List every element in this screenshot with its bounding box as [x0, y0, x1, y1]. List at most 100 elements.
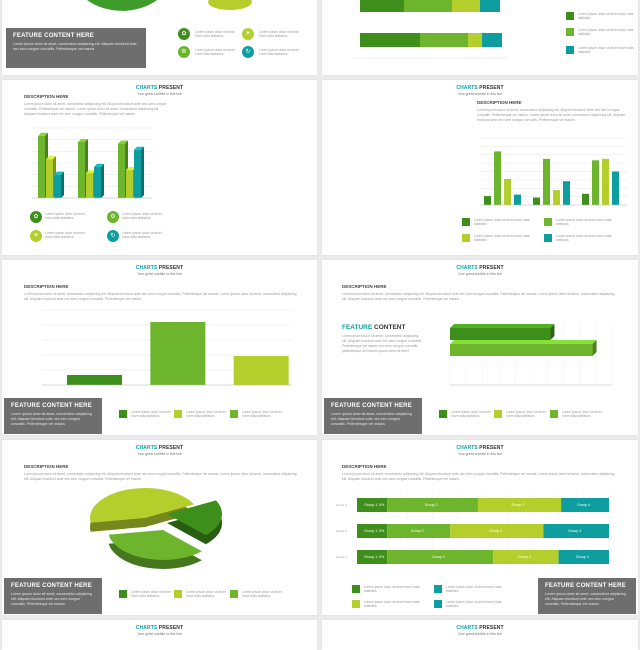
description-text: Lorem ipsum dolor sit amet, consectetur …	[477, 108, 626, 122]
slide-subtitle: Your great subtitle in this line	[137, 452, 182, 456]
column-bar	[582, 193, 589, 205]
chart-3d-columns	[32, 127, 152, 199]
column-bar-side	[61, 171, 64, 198]
legend-text: Lorem ipsum dolor sit amet more data sta…	[195, 48, 235, 57]
legend-item: Lorem ipsum dolor sit amet more data sta…	[462, 218, 532, 230]
gear-icon: ⚙	[107, 211, 119, 223]
stacked-segment	[561, 498, 609, 512]
legend-item: Lorem ipsum dolor sit amet more data sta…	[352, 600, 422, 612]
horizontal-bar-side	[592, 340, 597, 356]
slide-stacked-bars: CHARTS PRESENT Your great subtitle in th…	[322, 440, 638, 615]
slide-grouped-columns: CHARTS PRESENT Your great subtitle in th…	[322, 80, 638, 255]
slide-subtitle: Your great subtitle in this line	[457, 632, 503, 636]
legend-item: Lorem ipsum dolor sit amet more data sta…	[119, 410, 189, 422]
horizontal-bar	[450, 344, 593, 356]
legend-item: Lorem ipsum dolor sit amet more data sta…	[462, 234, 532, 246]
slide-title: CHARTS PRESENT	[456, 625, 504, 631]
segment-label: Group 1: 5%	[364, 555, 385, 559]
segment-label: Group 3	[488, 529, 502, 533]
legend-item: Lorem ipsum dolor sit amet more data sta…	[174, 410, 244, 422]
legend-item: Lorem ipsum dolor sit amet more data sta…	[352, 585, 422, 597]
slide-title: CHARTS PRESENT	[456, 445, 504, 451]
description-heading: DESCRIPTION HERE	[24, 94, 69, 99]
feature-box-title: FEATURE CONTENT HERE	[331, 403, 412, 409]
stacked-segment	[450, 524, 544, 538]
lightbulb-icon: ☀	[242, 28, 254, 40]
feature-box: FEATURE CONTENT HERE Lorem ipsum dolor s…	[4, 578, 102, 614]
legend-item: Lorem ipsum dolor sit amet more data sta…	[544, 218, 614, 230]
legend-text: Lorem ipsum dolor sit amet more data sta…	[122, 212, 162, 221]
feature-side-text: Lorem ipsum dolor sit amet, consectetur …	[342, 334, 423, 353]
feature-box: FEATURE CONTENT HERE Lorem ipsum dolor s…	[538, 578, 636, 614]
column-bar-top	[86, 170, 96, 174]
legend-item: Lorem ipsum dolor sit amet more data sta…	[230, 590, 300, 602]
description-text: Lorem ipsum dolor sit amet, consectetur …	[24, 102, 167, 116]
column-bar-top	[54, 171, 64, 175]
column-bar-top	[118, 140, 128, 144]
column-bar-side	[101, 163, 104, 198]
pie-slice-lime	[208, 0, 252, 10]
feature-box: FEATURE CONTENT HERE Lorem ipsum dolor s…	[324, 398, 422, 434]
segment-label: Group 3	[511, 503, 525, 507]
feature-box-text: Lorem ipsum dolor sit amet, consectetur …	[11, 592, 92, 607]
row-label: Group 2	[336, 529, 347, 533]
leaf-icon: ✿	[178, 28, 190, 40]
feature-box-title: FEATURE CONTENT HERE	[13, 33, 94, 39]
segment-label: Group 4	[577, 503, 591, 507]
feature-box: FEATURE CONTENT HERE Lorem ipsum dolor s…	[4, 398, 102, 434]
feature-box-text: Lorem ipsum dolor sit amet, consectetur …	[13, 42, 137, 52]
legend-item: Lorem ipsum dolor sit amet more data sta…	[550, 410, 620, 422]
segment-label: Group 2	[424, 503, 438, 507]
row-label: Group 3	[336, 503, 347, 507]
column-bar	[67, 375, 122, 385]
slide-title: CHARTS PRESENT	[135, 265, 184, 271]
legend-item: Lorem ipsum dolor sit amet more data sta…	[174, 590, 244, 602]
column-bar	[494, 151, 501, 205]
slide-subtitle: Your great subtitle in this line	[457, 92, 503, 96]
leaf-icon: ✿	[30, 211, 42, 223]
column-bar	[484, 196, 491, 205]
column-bar	[233, 356, 289, 385]
column-bar-top	[78, 139, 88, 142]
slide-title: CHARTS PRESENT	[135, 625, 184, 631]
column-bar-top	[126, 167, 136, 170]
column-bar	[38, 135, 45, 198]
legend-item: Lorem ipsum dolor sit amet more data sta…	[544, 234, 614, 246]
slide-subtitle: Your great subtitle in this line	[137, 92, 182, 96]
refresh-icon: ↻	[107, 230, 119, 242]
stacked-segment	[477, 498, 562, 512]
horizontal-bar-top	[450, 340, 597, 344]
legend-text: Lorem ipsum dolor sit amet more data sta…	[259, 30, 299, 39]
description-heading: DESCRIPTION HERE	[24, 464, 69, 469]
column-bar	[612, 171, 619, 205]
chart-stacked-bars	[356, 492, 610, 570]
chart-grouped-columns	[480, 137, 627, 206]
slide-horizontal-bars: CHARTS PRESENT Your great subtitle in th…	[322, 260, 638, 435]
legend-text: Lorem ipsum dolor sit amet more data sta…	[259, 48, 299, 57]
stacked-segment	[543, 524, 609, 538]
feature-box-text: Lorem ipsum dolor sit amet, consectetur …	[331, 412, 412, 427]
column-bar	[553, 190, 560, 205]
column-bar	[592, 160, 599, 205]
segment-label: Group 2	[432, 555, 446, 559]
stacked-segment	[357, 550, 388, 564]
feature-box-text: Lorem ipsum dolor sit amet, consectetur …	[11, 412, 92, 427]
column-bar	[46, 159, 53, 198]
feature-box: FEATURE CONTENT HERE Lorem ipsum dolor s…	[6, 28, 146, 68]
column-bar	[118, 143, 125, 198]
column-bar	[563, 181, 570, 205]
column-bar	[533, 197, 540, 205]
legend-text: Lorem ipsum dolor sit amet more data sta…	[45, 231, 85, 240]
slide-3d-columns: CHARTS PRESENT Your great subtitle in th…	[2, 80, 317, 255]
description-text: Lorem ipsum dolor sit amet, consectetur …	[24, 292, 297, 301]
legend-item: Lorem ipsum dolor sit amet more data sta…	[434, 600, 504, 612]
description-text: Lorem ipsum dolor sit amet, consectetur …	[342, 472, 615, 481]
stacked-segment	[493, 550, 559, 564]
column-bar-top	[38, 132, 48, 136]
column-bar	[504, 178, 511, 205]
slide-title: CHARTS PRESENT	[135, 85, 184, 91]
lightbulb-icon: ☀	[30, 230, 42, 242]
horizontal-bar	[450, 328, 551, 340]
slide-3d-pie: CHARTS PRESENT Your great subtitle in th…	[2, 440, 317, 615]
feature-box-text: Lorem ipsum dolor sit amet, consectetur …	[545, 592, 626, 607]
